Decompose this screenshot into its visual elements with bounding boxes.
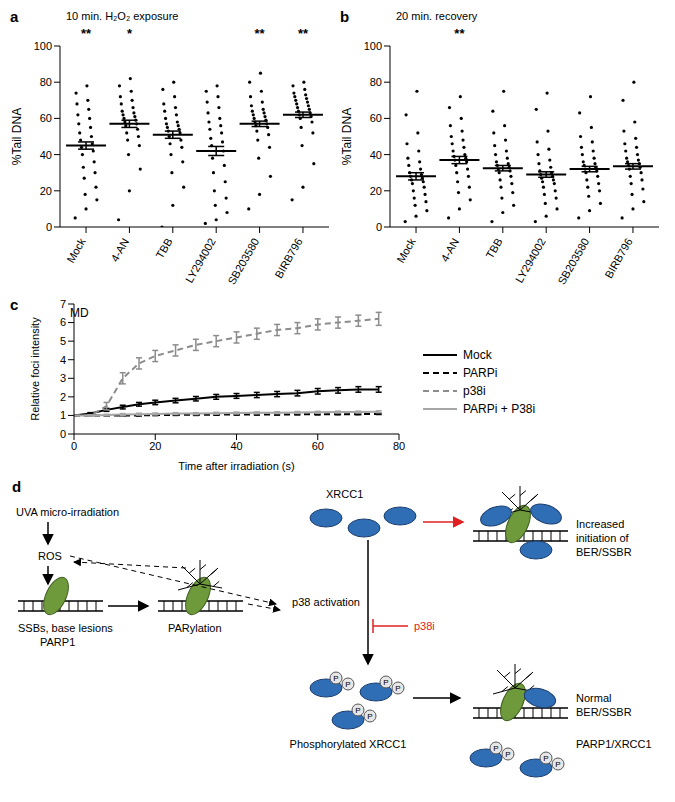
svg-text:100: 100 [34, 40, 52, 52]
svg-text:**: ** [298, 26, 309, 41]
svg-text:UVA micro-irradiation: UVA micro-irradiation [16, 506, 119, 518]
svg-text:P: P [367, 712, 372, 721]
svg-text:40: 40 [40, 149, 52, 161]
html-text:MD: MD [70, 306, 89, 320]
svg-text:P: P [355, 706, 360, 715]
svg-text:3: 3 [60, 372, 66, 384]
svg-text:80: 80 [40, 76, 52, 88]
svg-text:P: P [493, 744, 498, 753]
svg-text:0: 0 [46, 221, 52, 233]
svg-text:SB203580: SB203580 [555, 236, 591, 287]
svg-text:40: 40 [370, 149, 382, 161]
html-text:c: c [10, 296, 19, 313]
svg-text:initiation of: initiation of [576, 532, 630, 544]
svg-text:P: P [543, 754, 548, 763]
svg-text:p38 activation: p38 activation [292, 596, 360, 608]
svg-text:SB203580: SB203580 [225, 236, 261, 287]
svg-text:0: 0 [71, 440, 77, 452]
html-text:PARPi + P38i: PARPi + P38i [463, 402, 536, 416]
svg-text:P: P [395, 684, 400, 693]
svg-text:80: 80 [393, 440, 405, 452]
svg-text:4: 4 [60, 354, 66, 366]
svg-text:**: ** [255, 26, 266, 41]
svg-text:P: P [345, 680, 350, 689]
html-text:PARPi: PARPi [463, 366, 498, 380]
svg-text:Relative foci intensity: Relative foci intensity [29, 317, 41, 421]
svg-text:BIRB796: BIRB796 [602, 236, 634, 280]
html-text:b: b [340, 8, 350, 25]
svg-text:**: ** [454, 26, 465, 41]
html-text:p38i: p38i [463, 384, 486, 398]
svg-text:20: 20 [370, 185, 382, 197]
svg-text:p38i: p38i [414, 620, 435, 632]
svg-text:ROS: ROS [38, 550, 62, 562]
svg-text:5: 5 [60, 335, 66, 347]
svg-text:0: 0 [60, 428, 66, 440]
svg-text:SSBs, base lesions: SSBs, base lesions [18, 622, 113, 634]
svg-text:7: 7 [60, 298, 66, 310]
svg-text:20: 20 [149, 440, 161, 452]
svg-text:P: P [333, 674, 338, 683]
svg-text:20: 20 [40, 185, 52, 197]
html-text:Mock: Mock [463, 348, 492, 362]
svg-text:Time after irradiation (s): Time after irradiation (s) [178, 460, 294, 472]
svg-text:LY294002: LY294002 [513, 236, 548, 285]
svg-text:*: * [127, 26, 133, 41]
svg-text:100: 100 [364, 40, 382, 52]
svg-text:60: 60 [312, 440, 324, 452]
svg-text:LY294002: LY294002 [183, 236, 218, 285]
svg-text:**: ** [81, 26, 92, 41]
svg-text:PARP1/XRCC1: PARP1/XRCC1 [576, 738, 652, 750]
html-text:10 min. H₂O₂ exposure: 10 min. H₂O₂ exposure [66, 10, 179, 22]
svg-text:Increased: Increased [576, 518, 624, 530]
svg-text:BIRB796: BIRB796 [272, 236, 304, 280]
html-text:20 min. recovery: 20 min. recovery [396, 10, 478, 22]
svg-text:P: P [555, 760, 560, 769]
svg-text:60: 60 [370, 112, 382, 124]
svg-text:40: 40 [230, 440, 242, 452]
svg-text:%Tail DNA: %Tail DNA [340, 108, 354, 165]
svg-text:0: 0 [376, 221, 382, 233]
svg-text:PARP1: PARP1 [40, 636, 75, 648]
html-text:a: a [10, 8, 19, 25]
svg-text:P: P [505, 750, 510, 759]
svg-text:1: 1 [60, 409, 66, 421]
svg-text:60: 60 [40, 112, 52, 124]
svg-text:Mock: Mock [64, 236, 88, 265]
svg-text:4-AN: 4-AN [108, 236, 131, 264]
svg-text:BER/SSBR: BER/SSBR [576, 546, 632, 558]
svg-text:d: d [12, 478, 21, 495]
svg-text:80: 80 [370, 76, 382, 88]
svg-text:TBB: TBB [153, 236, 174, 261]
svg-text:BER/SSBR: BER/SSBR [576, 706, 632, 718]
svg-text:4-AN: 4-AN [438, 236, 461, 264]
svg-text:P: P [383, 678, 388, 687]
svg-text:Phosphorylated XRCC1: Phosphorylated XRCC1 [290, 738, 407, 750]
svg-text:TBB: TBB [483, 236, 504, 261]
svg-text:Mock: Mock [394, 236, 418, 265]
svg-text:Normal: Normal [576, 692, 611, 704]
svg-text:PARylation: PARylation [168, 622, 222, 634]
svg-text:%Tail DNA: %Tail DNA [10, 108, 24, 165]
svg-text:XRCC1: XRCC1 [326, 488, 363, 500]
svg-text:2: 2 [60, 391, 66, 403]
svg-text:6: 6 [60, 316, 66, 328]
